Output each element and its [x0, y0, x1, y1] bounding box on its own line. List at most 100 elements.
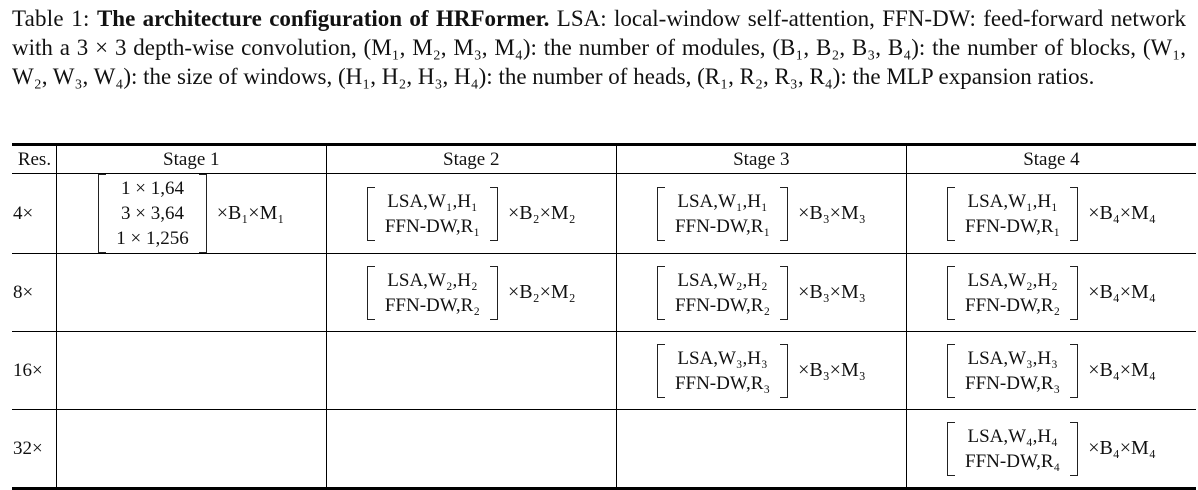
block-config: LSA,W₂,H₂ FFN-DW,R₂ ×B₃×M₃	[617, 265, 906, 320]
stage-2-cell	[325, 331, 617, 410]
header-res: Res.	[12, 143, 57, 174]
architecture-table: Res. Stage 1 Stage 2 Stage 3 Stage 4 4× 1…	[12, 143, 1196, 490]
table-row: 16× LSA,W₃,H₃ FFN-DW,R₃ ×B₃×M₃ LSA,W₃,H₃ FFN-…	[12, 331, 1196, 410]
block-config: LSA,W₂,H₂ FFN-DW,R₂ ×B₂×M₂	[327, 265, 616, 320]
res-cell: 16×	[12, 331, 57, 410]
layer-line: LSA,W₂,H₂	[967, 269, 1058, 291]
bracket-group: LSA,W₃,H₃ FFN-DW,R₃	[947, 343, 1079, 398]
layer-lines: LSA,W₂,H₂ FFN-DW,R₂	[669, 266, 776, 320]
repeat-multiplier: ×B₃×M₃	[798, 202, 866, 224]
stage-4-cell: LSA,W₄,H₄ FFN-DW,R₄ ×B₄×M₄	[905, 409, 1196, 490]
table-row: 4× 1 × 1,64 3 × 3,64 1 × 1,256 ×B₁×M₁ LSA,W₁,…	[12, 173, 1196, 254]
repeat-multiplier: ×B₂×M₂	[507, 281, 576, 303]
caption-body: LSA: local-window self-attention, FFN-DW…	[12, 6, 1187, 89]
header-stage-1: Stage 1	[55, 143, 327, 174]
table-row: 8× LSA,W₂,H₂ FFN-DW,R₂ ×B₂×M₂ LSA,W₂,H₂ FFN-D…	[12, 253, 1196, 332]
right-bracket	[1070, 343, 1079, 398]
stage-3-cell: LSA,W₃,H₃ FFN-DW,R₃ ×B₃×M₃	[615, 331, 907, 410]
bracket-group: LSA,W₂,H₂ FFN-DW,R₂	[656, 265, 789, 320]
layer-line: LSA,W₃,H₃	[677, 347, 768, 369]
layer-lines: LSA,W₃,H₃ FFN-DW,R₃	[959, 344, 1066, 398]
layer-line: LSA,W₃,H₃	[967, 347, 1058, 369]
stage-2-cell: LSA,W₂,H₂ FFN-DW,R₂ ×B₂×M₂	[325, 253, 617, 332]
repeat-multiplier: ×B₄×M₄	[1088, 202, 1156, 224]
repeat-multiplier: ×B₄×M₄	[1088, 359, 1156, 381]
repeat-multiplier: ×B₃×M₃	[798, 281, 866, 303]
block-config: LSA,W₁,H₁ FFN-DW,R₁ ×B₃×M₃	[617, 186, 906, 241]
left-bracket	[947, 265, 956, 320]
layer-lines: LSA,W₂,H₂ FFN-DW,R₂	[379, 266, 486, 320]
stage-3-cell: LSA,W₁,H₁ FFN-DW,R₁ ×B₃×M₃	[615, 173, 907, 254]
block-config: LSA,W₂,H₂ FFN-DW,R₂ ×B₄×M₄	[907, 265, 1196, 320]
bracket-group: LSA,W₂,H₂ FFN-DW,R₂	[947, 265, 1079, 320]
right-bracket	[780, 186, 789, 241]
left-bracket	[947, 421, 956, 476]
layer-line: FFN-DW,R₂	[384, 294, 480, 316]
left-bracket	[366, 265, 375, 320]
layer-line: LSA,W₁,H₁	[387, 190, 478, 212]
table-row: 32× LSA,W₄,H₄ FFN-DW,R₄ ×B₄×M₄	[12, 409, 1196, 490]
bracket-group: LSA,W₁,H₁ FFN-DW,R₁	[947, 186, 1079, 241]
layer-line: LSA,W₂,H₂	[387, 269, 478, 291]
left-bracket	[656, 265, 665, 320]
res-cell: 8×	[12, 253, 57, 332]
layer-line: 1 × 1,256	[116, 228, 189, 249]
left-bracket	[947, 343, 956, 398]
layer-line: FFN-DW,R₃	[674, 372, 771, 394]
stage-4-cell: LSA,W₁,H₁ FFN-DW,R₁ ×B₄×M₄	[905, 173, 1196, 254]
layer-lines: LSA,W₃,H₃ FFN-DW,R₃	[669, 344, 776, 398]
left-bracket	[656, 186, 665, 241]
stage-3-cell: LSA,W₂,H₂ FFN-DW,R₂ ×B₃×M₃	[615, 253, 907, 332]
layer-line: LSA,W₂,H₂	[677, 269, 768, 291]
right-bracket	[1070, 421, 1079, 476]
left-bracket	[656, 343, 665, 398]
res-cell: 4×	[12, 173, 57, 254]
stage-4-cell: LSA,W₃,H₃ FFN-DW,R₃ ×B₄×M₄	[905, 331, 1196, 410]
stage-2-cell: LSA,W₁,H₁ FFN-DW,R₁ ×B₂×M₂	[325, 173, 617, 254]
bracket-group: LSA,W₂,H₂ FFN-DW,R₂	[366, 265, 498, 320]
block-config: LSA,W₃,H₃ FFN-DW,R₃ ×B₄×M₄	[907, 343, 1196, 398]
layer-lines: LSA,W₄,H₄ FFN-DW,R₄	[959, 422, 1066, 476]
layer-line: FFN-DW,R₂	[965, 294, 1061, 316]
layer-lines: 1 × 1,64 3 × 3,64 1 × 1,256	[110, 174, 194, 253]
repeat-multiplier: ×B₄×M₄	[1088, 437, 1156, 459]
header-stage-3: Stage 3	[615, 143, 907, 174]
layer-line: FFN-DW,R₂	[674, 294, 771, 316]
block-config: LSA,W₁,H₁ FFN-DW,R₁ ×B₄×M₄	[907, 186, 1196, 241]
repeat-multiplier: ×B₃×M₃	[798, 359, 866, 381]
layer-line: FFN-DW,R₃	[965, 372, 1061, 394]
right-bracket	[1070, 265, 1079, 320]
layer-line: LSA,W₁,H₁	[677, 190, 768, 212]
layer-lines: LSA,W₂,H₂ FFN-DW,R₂	[959, 266, 1066, 320]
stage-1-cell	[55, 331, 327, 410]
caption-title: The architecture configuration of HRForm…	[96, 6, 550, 31]
bracket-group: 1 × 1,64 3 × 3,64 1 × 1,256	[98, 174, 207, 253]
table-caption: Table 1: The architecture configuration …	[12, 4, 1186, 91]
repeat-multiplier: ×B₁×M₁	[216, 202, 285, 224]
bracket-group: LSA,W₁,H₁ FFN-DW,R₁	[656, 186, 789, 241]
layer-lines: LSA,W₁,H₁ FFN-DW,R₁	[669, 187, 776, 241]
right-bracket	[780, 343, 789, 398]
layer-line: FFN-DW,R₁	[674, 215, 771, 237]
repeat-multiplier: ×B₄×M₄	[1088, 281, 1156, 303]
layer-line: 1 × 1,64	[120, 178, 184, 199]
stage-1-cell: 1 × 1,64 3 × 3,64 1 × 1,256 ×B₁×M₁	[55, 173, 327, 254]
block-config: LSA,W₃,H₃ FFN-DW,R₃ ×B₃×M₃	[617, 343, 906, 398]
left-bracket	[947, 186, 956, 241]
stage-4-cell: LSA,W₂,H₂ FFN-DW,R₂ ×B₄×M₄	[905, 253, 1196, 332]
right-bracket	[780, 265, 789, 320]
layer-line: LSA,W₁,H₁	[967, 190, 1058, 212]
stage-1-cell	[55, 409, 327, 490]
bracket-group: LSA,W₃,H₃ FFN-DW,R₃	[656, 343, 789, 398]
left-bracket	[98, 174, 107, 253]
right-bracket	[489, 186, 498, 241]
right-bracket	[1070, 186, 1079, 241]
right-bracket	[198, 174, 207, 253]
layer-line: FFN-DW,R₄	[965, 450, 1061, 472]
header-row: Res. Stage 1 Stage 2 Stage 3 Stage 4	[12, 143, 1196, 174]
bracket-group: LSA,W₁,H₁ FFN-DW,R₁	[366, 186, 498, 241]
stage-1-cell	[55, 253, 327, 332]
repeat-multiplier: ×B₂×M₂	[507, 202, 576, 224]
stage-2-cell	[325, 409, 617, 490]
stage-3-cell	[615, 409, 907, 490]
